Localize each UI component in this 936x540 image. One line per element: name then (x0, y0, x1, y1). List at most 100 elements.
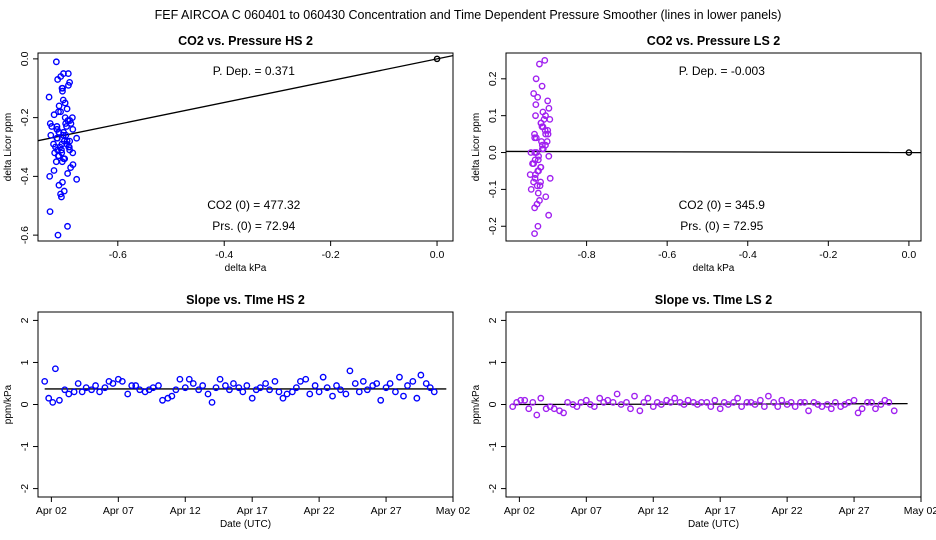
chart-2-point (132, 382, 140, 389)
chart-3-point (738, 403, 746, 411)
chart-3-point (517, 396, 525, 404)
chart-3-point (751, 401, 759, 408)
chart-0-point (73, 175, 81, 183)
chart-2-ytick-label: 2 (19, 317, 31, 323)
chart-2-point (319, 373, 327, 381)
chart-3-point (533, 411, 541, 419)
chart-1-point (538, 145, 546, 153)
chart-0-point (65, 143, 73, 151)
chart-3-point (623, 398, 630, 406)
chart-2-point (337, 386, 344, 394)
chart-2-point (189, 380, 197, 387)
chart-0-point (55, 181, 63, 189)
chart-2-point (204, 390, 212, 398)
chart-1-point (534, 189, 542, 197)
chart-3-point (711, 396, 719, 404)
chart-2-xtick-label: Apr 12 (170, 505, 201, 517)
chart-2-point (235, 384, 243, 392)
chart-0-point (69, 125, 77, 133)
chart-2-point (239, 388, 247, 396)
chart-1-ytick-label: -0.2 (487, 217, 499, 235)
chart-3-point (791, 403, 799, 411)
chart-2-point (266, 386, 273, 394)
chart-3-xtick-label: Apr 12 (638, 505, 669, 517)
chart-1-point (531, 134, 539, 142)
chart-0-point (73, 134, 81, 142)
chart-2-point (355, 388, 363, 396)
chart-2-point (315, 388, 323, 396)
chart-2-point (351, 380, 359, 387)
chart-2-point (70, 388, 78, 396)
chart-1-point (545, 211, 553, 219)
chart-0-ytick-label: -0.6 (19, 226, 31, 244)
chart-2-point (292, 384, 300, 392)
chart-2-point (333, 382, 340, 389)
chart-2-point (359, 377, 367, 385)
chart-2-xtick-label: Apr 27 (371, 505, 402, 517)
figure-suptitle: FEF AIRCOA C 060401 to 060430 Concentrat… (155, 8, 782, 22)
chart-1-xtick-label: -0.6 (658, 249, 676, 261)
chart-3-point (872, 405, 879, 413)
chart-1-xtick-label: -0.4 (739, 249, 757, 261)
chart-2-point (172, 386, 180, 394)
chart-0-point (54, 231, 62, 239)
chart-3-point (707, 403, 715, 411)
chart-1-fit-line (506, 150, 921, 154)
chart-0-point (64, 222, 71, 230)
chart-3-point (770, 398, 778, 406)
chart-3-point (760, 403, 768, 411)
chart-0-point (50, 167, 58, 174)
chart-3-point (680, 401, 688, 408)
chart-3-point (537, 394, 545, 402)
chart-0-point (58, 193, 65, 201)
chart-2-point (78, 388, 86, 396)
chart-3-point (868, 398, 875, 406)
chart-2-point (306, 390, 314, 398)
chart-3-point (885, 398, 893, 406)
chart-0-plot-frame (37, 52, 454, 242)
chart-3-point (590, 403, 598, 411)
chart-1-point (531, 149, 539, 156)
chart-2-point (49, 398, 57, 406)
chart-2-point (377, 396, 385, 404)
chart-2-point (248, 394, 256, 402)
chart-2-point (181, 384, 189, 392)
chart-0-point (65, 81, 72, 89)
chart-3-ytick-label: 0 (487, 401, 499, 407)
chart-1-point (531, 130, 538, 138)
chart-1-annotation-co2: CO2 (0) = 345.9 (679, 198, 766, 212)
chart-3-point (778, 396, 786, 404)
chart-2-point (417, 371, 425, 379)
chart-3-point (797, 398, 804, 406)
chart-1-point (538, 138, 545, 145)
chart-3-point (734, 394, 741, 402)
chart-2-point (373, 380, 381, 387)
chart-2-point (363, 386, 371, 394)
chart-0-reference-point (433, 55, 441, 63)
chart-2-point (404, 382, 411, 389)
chart-1-ylabel: delta Licor ppm (471, 113, 482, 181)
chart-0-xtick-label: -0.6 (109, 249, 127, 261)
chart-1-xtick-label: -0.8 (578, 249, 596, 261)
chart-2-point (136, 386, 144, 394)
chart-0-point (63, 105, 71, 113)
chart-0-annotation-prs: Prs. (0) = 72.94 (212, 219, 295, 233)
chart-2-point (271, 377, 279, 385)
chart-0-point (52, 58, 60, 66)
chart-3-point (716, 405, 724, 413)
chart-1-plot-frame (505, 52, 922, 242)
chart-2-point (311, 382, 319, 389)
chart-1-point (544, 130, 552, 138)
chart-2-point (283, 390, 291, 398)
chart-1-point (531, 174, 539, 182)
chart-2-data-layer (41, 365, 447, 406)
chart-3-point (764, 392, 772, 400)
chart-2-point (426, 384, 434, 392)
chart-2-point (65, 390, 73, 398)
chart-1-xtick-label: 0.0 (902, 249, 917, 261)
panel-co2-vs-pressure-ls2: CO2 vs. Pressure LS 2 -0.8 -0.6 -0.4 -0.2 0.0… (471, 34, 922, 274)
chart-3-point (613, 390, 621, 398)
chart-3-point (627, 405, 634, 413)
chart-1-point (527, 185, 535, 193)
chart-3-point (831, 398, 839, 406)
